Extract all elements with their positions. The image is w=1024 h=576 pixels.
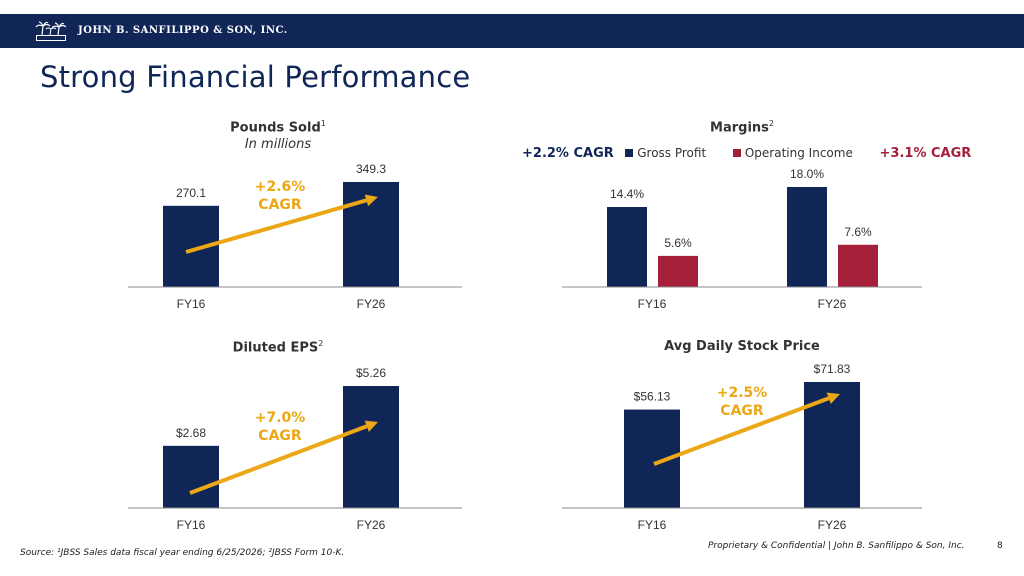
source-note: Source: ¹JBSS Sales data fiscal year end…: [20, 548, 345, 558]
stock-price-trend-arrow-head: [826, 392, 840, 404]
pounds-sold-x-tick: FY26: [357, 297, 386, 311]
gross-profit-cagr: +2.2% CAGR: [522, 146, 614, 161]
stock-price-chart: $56.13 FY16 $71.83 FY26: [562, 362, 922, 532]
diluted-eps-trend-arrow-head: [364, 420, 378, 432]
pounds-sold-trend-arrow-head: [364, 194, 378, 207]
pounds-sold-chart: 270.1 FY16 349.3 FY26: [128, 162, 462, 311]
legend-gross-profit: Gross Profit: [637, 146, 707, 160]
legend-operating-income: Operating Income: [744, 146, 853, 160]
stock-price-x-tick: FY26: [818, 518, 847, 532]
company-name: JOHN B. SANFILIPPO & SON, INC.: [78, 25, 288, 36]
margins-chart: 14.4% 18.0% 5.6% 7.6% FY16 FY26: [562, 167, 922, 311]
diluted-eps-value-label: $5.26: [356, 366, 386, 380]
operating-income-swatch: [732, 149, 741, 157]
pounds-sold-value-label: 349.3: [356, 162, 386, 176]
diluted-eps-title: Diluted EPS2: [232, 339, 324, 356]
pounds-sold-title: Pounds Sold1: [230, 119, 326, 136]
pounds-sold-subtitle: In millions: [244, 137, 312, 152]
gross-profit-bar-fy26: [787, 187, 827, 287]
stock-price-value-label: $56.13: [634, 390, 671, 404]
margins-x-tick: FY26: [818, 297, 847, 311]
operating-income-bar-fy26: [838, 244, 878, 287]
margins-legend: +2.2% CAGR Gross Profit Operating Income…: [522, 146, 971, 161]
diluted-eps-trend-arrow-line: [189, 424, 368, 495]
stock-price-title: Avg Daily Stock Price: [664, 339, 820, 354]
diluted-eps-x-tick: FY16: [177, 518, 206, 532]
gross-profit-swatch: [625, 149, 634, 157]
stock-price-x-tick: FY16: [638, 518, 667, 532]
pounds-sold-trend-arrow-line: [185, 198, 368, 254]
operating-income-cagr: +3.1% CAGR: [879, 146, 972, 161]
diluted-eps-bar-fy16: [163, 445, 219, 508]
pounds-sold-value-label: 270.1: [176, 186, 206, 200]
pounds-sold-cagr: +2.6% CAGR: [254, 179, 306, 213]
diluted-eps-cagr: +7.0% CAGR: [254, 410, 306, 444]
diluted-eps-chart: $2.68 FY16 $5.26 FY26: [128, 366, 462, 532]
pounds-sold-x-tick: FY16: [177, 297, 206, 311]
palm-tree-logo-icon: [35, 21, 67, 41]
stock-price-cagr: +2.5% CAGR: [716, 385, 768, 419]
margins-value-label: 5.6%: [664, 236, 692, 250]
margins-x-tick: FY16: [638, 297, 667, 311]
diluted-eps-value-label: $2.68: [176, 426, 206, 440]
margins-value-label: 7.6%: [844, 225, 872, 239]
page-number: 8: [997, 541, 1003, 551]
stock-price-trend-arrow-line: [653, 396, 830, 466]
stock-price-value-label: $71.83: [814, 362, 851, 376]
gross-profit-bar-fy16: [607, 207, 647, 287]
diluted-eps-bar-fy26: [343, 386, 399, 508]
margins-value-label: 14.4%: [610, 187, 644, 201]
margins-value-label: 18.0%: [790, 167, 824, 181]
margins-title: Margins2: [710, 119, 774, 136]
operating-income-bar-fy16: [658, 255, 698, 287]
diluted-eps-x-tick: FY26: [357, 518, 386, 532]
page-title: Strong Financial Performance: [40, 60, 471, 94]
confidential-note: Proprietary & Confidential | John B. San…: [708, 541, 965, 551]
header-bar: [0, 14, 1024, 48]
